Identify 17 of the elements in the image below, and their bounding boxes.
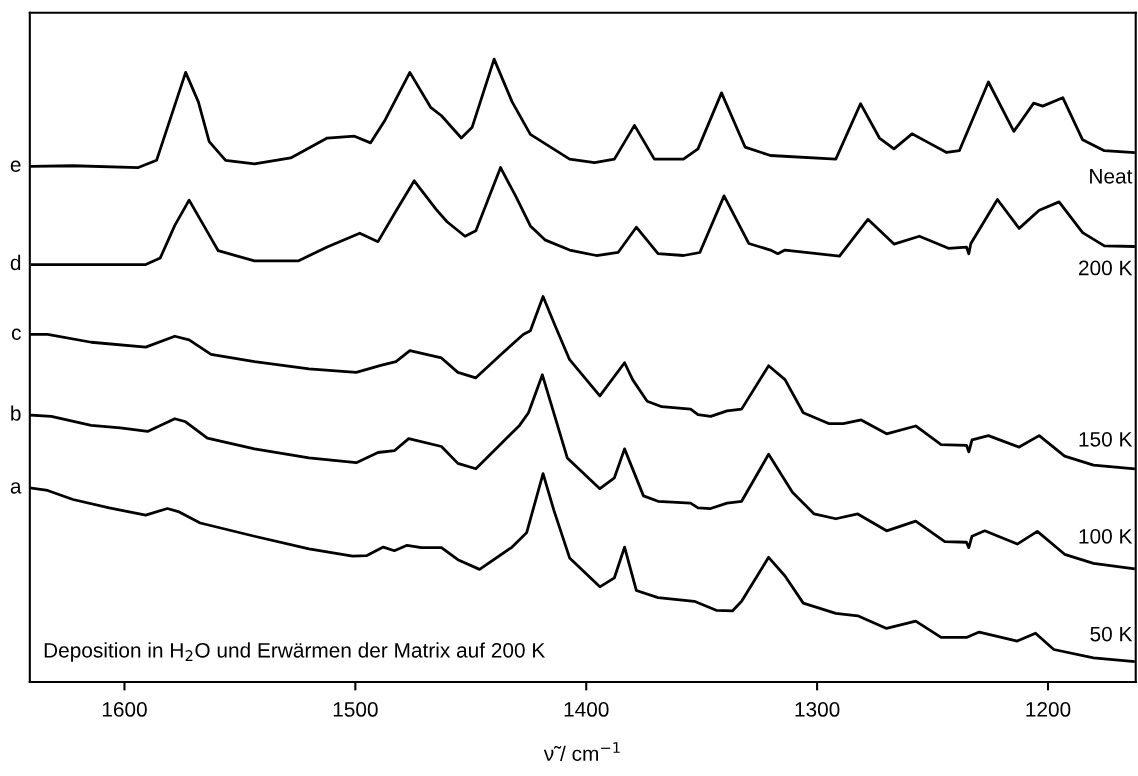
annotation: 150 K — [1079, 431, 1133, 447]
series-label: d — [10, 254, 21, 271]
annotation: 100 K — [1079, 528, 1133, 544]
annotation: Neat — [1090, 169, 1133, 184]
annotation: 200 K — [1079, 260, 1133, 276]
annotation: Deposition in H$_{2}$O und Erwärmen der Matrix auf 200 K — [44, 642, 546, 662]
series-label: e — [10, 160, 21, 172]
x-tick-label: 1600 — [102, 702, 147, 717]
series-label: b — [11, 405, 21, 421]
x-tick-label: 1200 — [1026, 702, 1071, 717]
series-label: a — [10, 482, 22, 494]
x-axis-title: ν̃ / cm$^{−1}$ — [543, 742, 620, 762]
series-label: c — [11, 328, 21, 341]
x-tick-label: 1500 — [333, 702, 378, 717]
x-tick-label: 1300 — [795, 702, 840, 717]
annotation: 50 K — [1090, 626, 1133, 642]
x-tick-label: 1400 — [564, 702, 609, 717]
